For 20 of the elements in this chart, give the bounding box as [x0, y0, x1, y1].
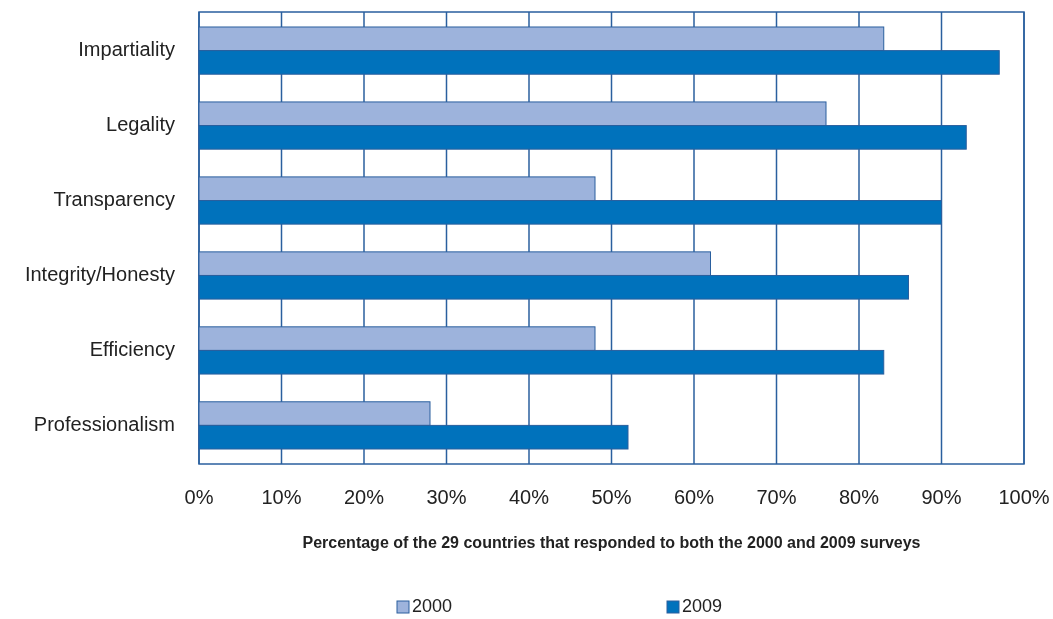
- x-tick-label: 10%: [261, 486, 302, 508]
- y-tick-label: Professionalism: [33, 412, 175, 435]
- x-tick-label: 60%: [673, 486, 715, 508]
- y-tick-label: Transparency: [53, 187, 175, 210]
- y-tick-label: Impartiality: [78, 37, 175, 60]
- x-axis-title: Percentage of the 29 countries that responded to both the 2000 and 2009 surveys: [302, 534, 921, 551]
- x-tick-label: 90%: [921, 486, 962, 508]
- y-tick-label: Legality: [106, 112, 175, 135]
- x-tick-label: 20%: [343, 486, 385, 508]
- y-tick-label: Efficiency: [89, 337, 175, 360]
- x-tick-label: 50%: [591, 486, 632, 508]
- x-tick-label: 70%: [756, 486, 797, 508]
- legend-label: 2009: [682, 596, 723, 616]
- x-tick-label: 0%: [184, 486, 214, 508]
- x-tick-label: 30%: [426, 486, 467, 508]
- legend-label: 2000: [412, 596, 453, 616]
- x-tick-label: 80%: [838, 486, 880, 508]
- y-tick-label: Integrity/Honesty: [24, 262, 175, 285]
- x-tick-label: 40%: [508, 486, 550, 508]
- x-tick-label: 100%: [998, 486, 1050, 508]
